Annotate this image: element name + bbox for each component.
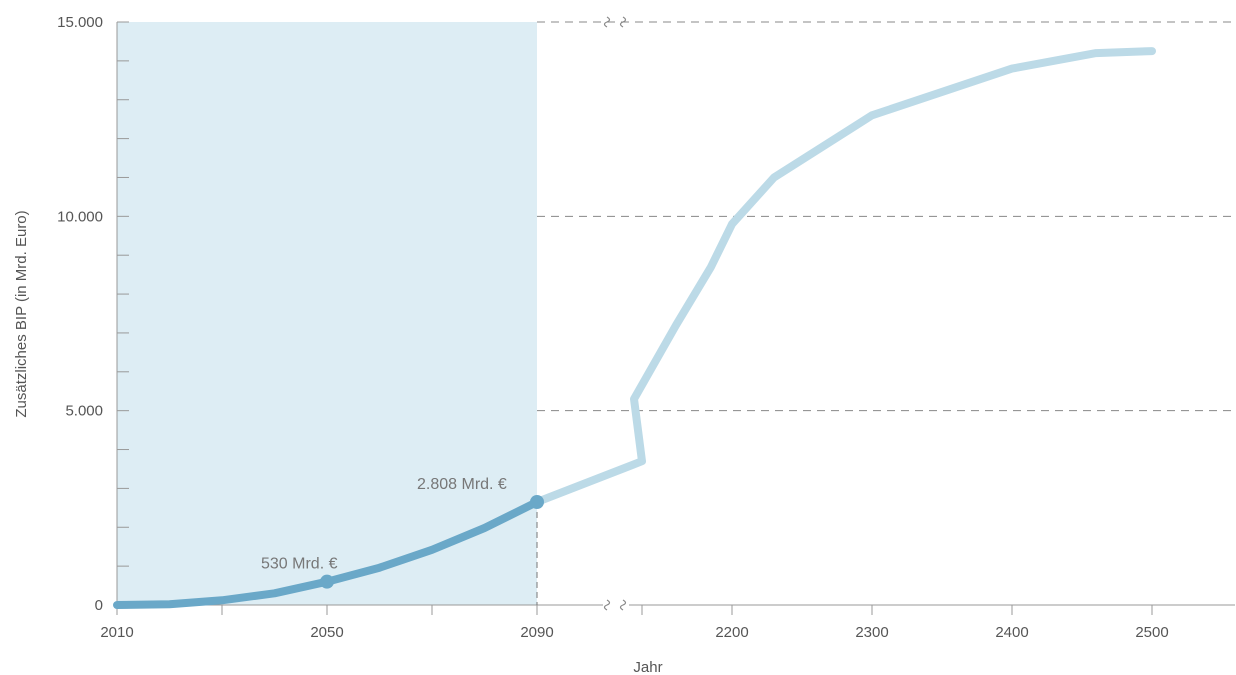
axis-break-mark (603, 16, 611, 28)
axis-break-mark (603, 599, 611, 611)
highlight-band (117, 22, 537, 605)
annotation-layer: 530 Mrd. € 2.808 Mrd. € (261, 476, 544, 605)
x-tick-label: 2200 (715, 624, 748, 641)
x-tick-label: 2090 (520, 624, 553, 641)
annotation-point (320, 574, 334, 589)
x-tick-label: 2400 (995, 624, 1028, 641)
y-axis-title: Zusätzliches BIP (in Mrd. Euro) (13, 210, 30, 417)
grid-layer (537, 21, 1235, 412)
x-tick-label: 2010 (100, 624, 133, 641)
y-tick-label: 0 (95, 597, 103, 614)
annotation-label: 2.808 Mrd. € (417, 476, 507, 493)
axis-break-mark (619, 599, 627, 611)
annotation-point (530, 495, 544, 510)
series-line-projection (533, 47, 1156, 506)
y-tick-label: 10.000 (57, 208, 103, 225)
highlight-layer (117, 22, 537, 605)
y-tick-label: 15.000 (57, 14, 103, 31)
x-tick-label: 2050 (310, 624, 343, 641)
x-tick-label: 2300 (855, 624, 888, 641)
x-axis-title: Jahr (633, 659, 662, 675)
axis-break-mark (619, 16, 627, 28)
y-tick-label: 5.000 (65, 403, 103, 420)
annotation-label: 530 Mrd. € (261, 556, 338, 573)
x-tick-label: 2500 (1135, 624, 1168, 641)
